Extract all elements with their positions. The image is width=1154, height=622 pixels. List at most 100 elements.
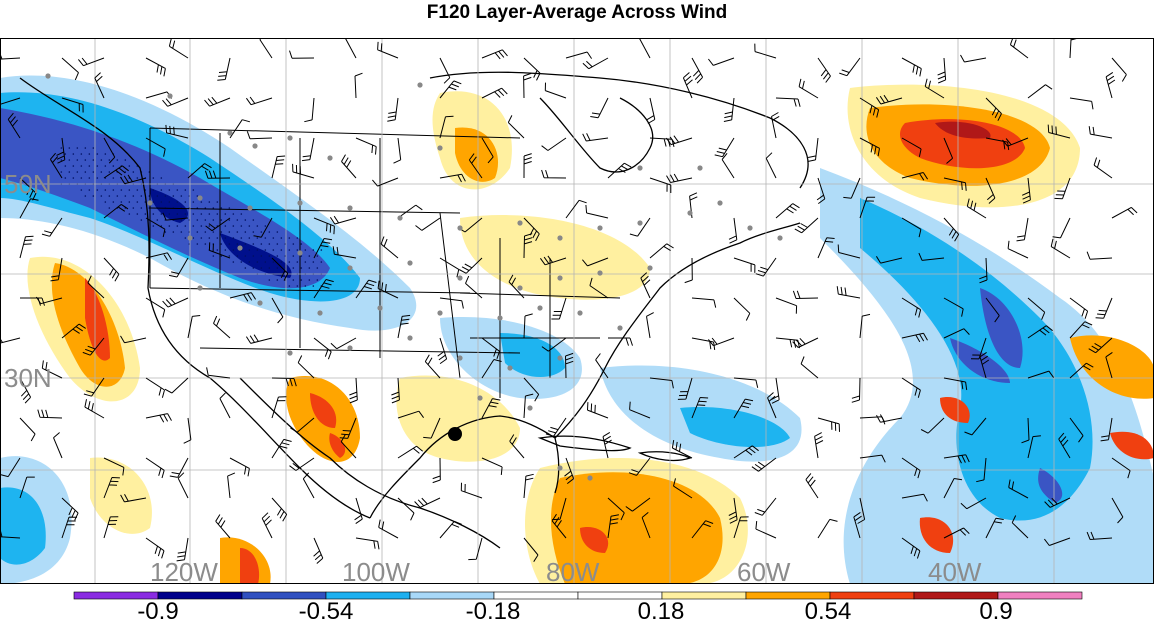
wind-barb <box>771 112 780 139</box>
wind-barb <box>213 315 231 339</box>
stipple-dot <box>240 237 243 239</box>
stipple-dot <box>292 255 295 257</box>
stipple-dot <box>272 261 275 263</box>
stipple-dot <box>104 189 107 191</box>
wind-barb <box>1069 321 1093 339</box>
stipple-dot <box>84 195 87 197</box>
wind-barb <box>1050 238 1071 259</box>
shade-carib-orange <box>550 472 723 584</box>
stipple-dot <box>64 165 67 167</box>
stipple-dot <box>192 225 195 227</box>
stipple-dot <box>236 219 239 221</box>
wind-barb <box>691 297 717 308</box>
wind-barb <box>481 457 503 475</box>
wind-barb <box>292 163 315 179</box>
wind-barb <box>733 516 749 539</box>
wind-barb <box>460 482 483 499</box>
wind-barb <box>120 493 147 503</box>
wind-barb <box>976 457 987 483</box>
wind-barb <box>649 177 672 193</box>
stipple-dot <box>76 159 79 161</box>
wind-barb <box>733 445 759 459</box>
stipple-dot <box>92 147 95 149</box>
stipple-dot <box>84 147 87 149</box>
stipple-dot <box>172 195 175 197</box>
colorbar-tick-label: 0.9 <box>979 598 1012 622</box>
wind-barb <box>164 377 189 394</box>
stipple-dot <box>224 213 227 215</box>
wind-barb <box>1069 362 1094 379</box>
east-coast <box>554 222 801 439</box>
shade-atl-midblue <box>950 288 1063 503</box>
wind-barb <box>733 297 751 321</box>
wind-barb <box>49 152 63 179</box>
stipple-dot <box>96 165 99 167</box>
shade-mexico-red <box>310 393 346 458</box>
wind-barb <box>1027 325 1053 339</box>
stipple-dot <box>308 255 311 257</box>
wind-barb <box>684 257 693 284</box>
wind-barb <box>1105 71 1116 99</box>
stipple-dot <box>220 207 223 209</box>
wind-barb <box>857 497 866 524</box>
stipple-dot <box>212 207 215 209</box>
wind-barb <box>340 434 357 459</box>
stipple-dot <box>280 237 283 239</box>
wind-barb <box>439 115 454 139</box>
stipple-dot <box>288 285 291 287</box>
shade-sw-lower-red <box>240 548 260 584</box>
station-dot <box>477 395 483 401</box>
wind-barb <box>839 57 861 77</box>
wind-barb <box>1111 457 1131 479</box>
stipple-dot <box>192 189 195 191</box>
shade-canada-orange <box>455 127 499 182</box>
wind-barb <box>1021 417 1030 444</box>
wind-barb <box>765 152 777 179</box>
wind-barb <box>523 57 541 81</box>
station-dot <box>557 235 563 241</box>
stipple-dot <box>320 249 323 251</box>
station-dot <box>252 143 258 149</box>
stipple-dot <box>244 267 247 269</box>
wind-barb <box>301 137 315 162</box>
colorbar-tick-label: -0.9 <box>137 598 178 622</box>
stipple-dot <box>152 225 155 227</box>
wind-barb <box>378 519 399 539</box>
wind-barb <box>545 417 567 437</box>
stipple-dot <box>288 237 291 239</box>
wind-barb <box>219 392 231 419</box>
wind-barb <box>330 337 357 350</box>
stipple-dot <box>104 153 107 155</box>
wind-barb <box>437 337 448 365</box>
wind-barb <box>432 457 441 484</box>
stipple-dot <box>248 225 251 227</box>
wind-barb <box>304 97 315 123</box>
wind-barb <box>859 97 880 118</box>
wind-barb <box>523 233 533 259</box>
wind-barb <box>985 97 1002 121</box>
wind-barb <box>468 153 483 179</box>
stipple-dot <box>196 231 199 233</box>
wind-barb <box>37 409 63 419</box>
wind-barb <box>551 513 567 539</box>
wind-barb <box>541 169 567 179</box>
station-dot <box>347 205 353 211</box>
stipple-dot <box>276 267 279 269</box>
wind-barb <box>391 377 400 404</box>
stipple-dot <box>220 243 223 245</box>
wind-barb <box>208 242 231 259</box>
wind-barb <box>805 473 819 499</box>
station-dot <box>507 365 513 371</box>
lon-label-40w: 40W <box>928 557 982 584</box>
wind-barb <box>901 57 922 77</box>
wind-barb <box>165 124 189 139</box>
wind-barb <box>851 377 861 403</box>
wind-barb <box>541 337 567 352</box>
stipple-dot <box>176 213 179 215</box>
wind-barb <box>354 497 363 525</box>
stipple-dot <box>100 171 103 173</box>
wind-barb <box>985 517 1004 539</box>
stipple-dot <box>196 243 199 245</box>
stipple-dot <box>264 225 267 227</box>
wind-barb <box>19 198 39 219</box>
